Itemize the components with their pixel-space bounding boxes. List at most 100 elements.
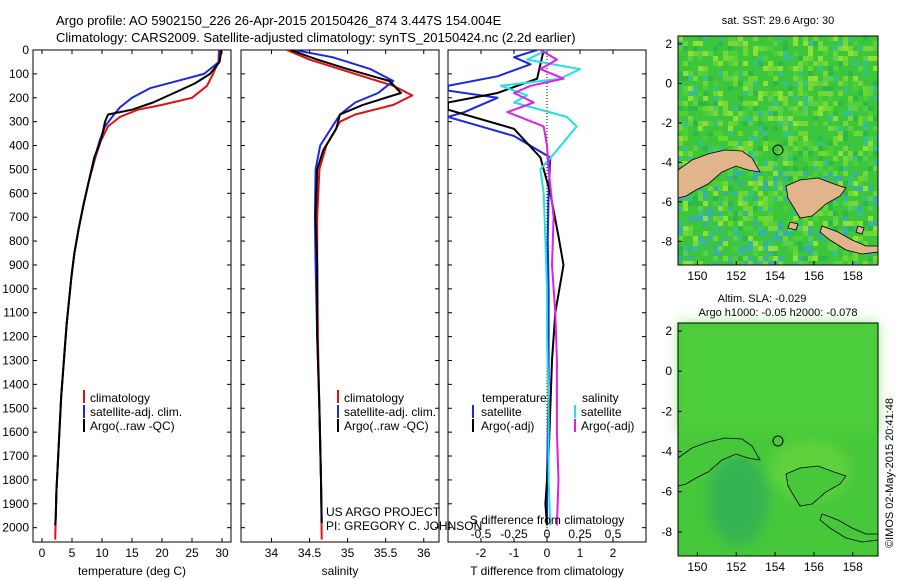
sst-cell: [738, 191, 743, 196]
sla-map-subtitle: Argo h1000: -0.05 h2000: -0.078: [698, 307, 857, 319]
sst-cell: [833, 46, 838, 51]
sst-cell: [688, 96, 693, 101]
sst-cell: [713, 96, 718, 101]
sst-cell: [828, 111, 833, 116]
sst-cell: [778, 96, 783, 101]
sst-cell: [738, 141, 743, 146]
sst-map-title: sat. SST: 29.6 Argo: 30: [722, 15, 835, 27]
x-tick-label: 30: [215, 546, 229, 560]
sst-cell: [773, 66, 778, 71]
sst-cell: [738, 201, 743, 206]
lat-tick-label: -2: [661, 116, 672, 130]
sst-cell: [858, 211, 863, 216]
sst-cell: [748, 181, 753, 186]
sst-cell: [753, 111, 758, 116]
sst-cell: [798, 261, 803, 265]
figure-title-line2: Climatology: CARS2009. Satellite-adjuste…: [56, 30, 576, 45]
depth-tick-label: 800: [9, 234, 29, 248]
sst-cell: [778, 66, 783, 71]
sst-cell: [753, 131, 758, 136]
difference-xlabel-temperature: T difference from climatology: [470, 564, 624, 578]
sst-cell: [858, 131, 863, 136]
sst-cell: [823, 151, 828, 156]
sst-cell: [803, 246, 808, 251]
sst-cell: [678, 196, 683, 201]
sst-cell: [833, 136, 838, 141]
sst-cell: [713, 111, 718, 116]
sst-cell: [828, 161, 833, 166]
sst-cell: [863, 156, 868, 161]
sst-cell: [848, 71, 853, 76]
depth-tick-label: 1700: [2, 449, 29, 463]
sst-cell: [718, 71, 723, 76]
sst-cell: [703, 71, 708, 76]
sst-cell: [778, 231, 783, 236]
sst-cell: [868, 91, 873, 96]
sst-cell: [678, 111, 683, 116]
sst-cell: [733, 231, 738, 236]
sst-cell: [833, 66, 838, 71]
sst-cell: [748, 81, 753, 86]
sst-cell: [713, 246, 718, 251]
sst-cell: [698, 41, 703, 46]
sst-cell: [763, 46, 768, 51]
sst-cell: [718, 131, 723, 136]
lat-tick-label: -4: [661, 445, 672, 459]
sst-cell: [818, 111, 823, 116]
sst-cell: [768, 191, 773, 196]
sst-cell: [758, 241, 763, 246]
sst-cell: [768, 91, 773, 96]
sst-cell: [763, 206, 768, 211]
sst-cell: [738, 171, 743, 176]
sst-cell: [758, 171, 763, 176]
sst-cell: [703, 36, 708, 41]
sst-cell: [803, 106, 808, 111]
sst-cell: [813, 146, 818, 151]
sst-cell: [773, 106, 778, 111]
sst-cell: [813, 161, 818, 166]
sst-cell: [843, 41, 848, 46]
sst-cell: [693, 236, 698, 241]
sst-cell: [718, 226, 723, 231]
sst-cell: [868, 166, 873, 171]
sst-cell: [703, 96, 708, 101]
sst-cell: [863, 121, 868, 126]
sst-cell: [788, 66, 793, 71]
sst-cell: [848, 106, 853, 111]
sst-cell: [758, 216, 763, 221]
sst-cell: [783, 146, 788, 151]
sst-cell: [753, 116, 758, 121]
sst-cell: [843, 76, 848, 81]
temperature-plot-area: [32, 49, 232, 543]
sst-cell: [713, 181, 718, 186]
sst-cell: [798, 151, 803, 156]
sst-cell: [733, 41, 738, 46]
sst-cell: [798, 91, 803, 96]
sst-cell: [738, 196, 743, 201]
sst-cell: [743, 91, 748, 96]
sst-cell: [748, 101, 753, 106]
sst-cell: [858, 181, 863, 186]
lat-tick-label: -6: [661, 195, 672, 209]
legend-label-climatology: climatology: [344, 391, 404, 405]
sst-cell: [823, 86, 828, 91]
sst-cell: [783, 56, 788, 61]
difference-x-axis: -2 -1 0 1 2 -0.5 -0.25 0 0.25 0.5: [448, 49, 646, 560]
x-tick-label: 1: [577, 546, 584, 560]
sst-cell: [688, 196, 693, 201]
sst-cell: [708, 231, 713, 236]
sst-cell: [733, 71, 738, 76]
sst-cell: [683, 231, 688, 236]
sst-cell: [773, 51, 778, 56]
sst-cell: [778, 111, 783, 116]
land-new-ireland-west: [677, 149, 761, 199]
sst-cell: [768, 206, 773, 211]
sst-cell: [778, 151, 783, 156]
sst-cell: [763, 141, 768, 146]
sst-cell: [793, 121, 798, 126]
sal-diff-tick-label: 0.25: [568, 527, 592, 541]
sst-cell: [843, 191, 848, 196]
sst-cell: [843, 166, 848, 171]
sst-cell: [733, 76, 738, 81]
sst-cell: [858, 66, 863, 71]
